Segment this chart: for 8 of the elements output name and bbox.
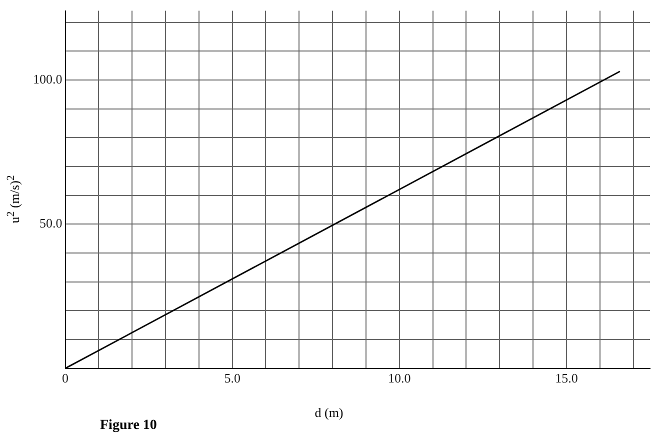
x-axis-title: d (m) — [314, 405, 344, 420]
x-tick-label: 5.0 — [224, 370, 240, 386]
x-tick-label: 15.0 — [555, 370, 578, 386]
x-tick-label: 10.0 — [388, 370, 411, 386]
caption: Figure 10 — [100, 418, 157, 434]
y-tick-label: 100.0 — [33, 71, 62, 86]
y-tick-label: 50.0 — [40, 216, 62, 231]
x-tick-label: 0 — [62, 370, 68, 386]
